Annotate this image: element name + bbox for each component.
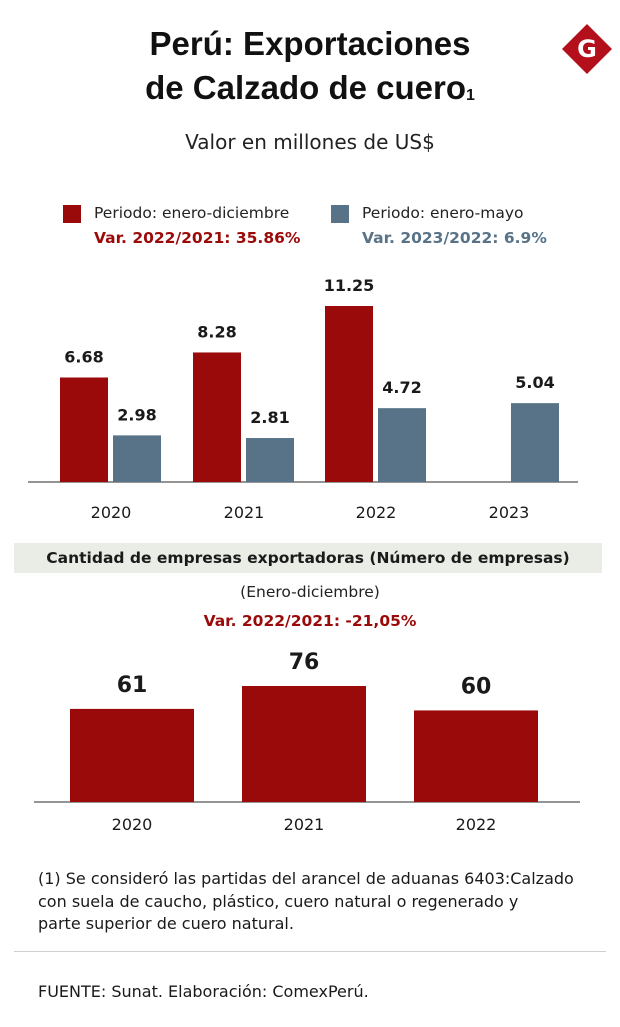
bar-companies-2022: [414, 710, 538, 802]
label-companies-2021: 76: [289, 650, 320, 675]
legend-label-series2: Periodo: enero-mayo: [362, 204, 524, 222]
bar-companies-2020: [70, 708, 194, 802]
x-tick-2022: 2022: [356, 503, 397, 522]
logo-letter: G: [577, 35, 597, 63]
legend-label-series1: Periodo: enero-diciembre: [94, 204, 290, 222]
label-companies-2022: 60: [461, 674, 492, 699]
footnote: (1) Se consideró las partidas del arance…: [38, 868, 588, 936]
chart-title: Perú: Exportaciones de Calzado de cuero1: [0, 22, 620, 110]
title-line-2-text: de Calzado de cuero: [145, 69, 466, 106]
x-tick-2021: 2021: [224, 503, 265, 522]
chart-subtitle: Valor en millones de US$: [185, 130, 435, 154]
companies-count-chart: 61 2020 76 2021 60 2022: [34, 650, 580, 834]
gestion-logo: G: [562, 24, 612, 74]
footnote-line-3: parte superior de cuero natural.: [38, 914, 294, 933]
export-value-chart: 2020 6.68 2.98 2021 8.28 2.81 2022 11.25 4.72 202…: [28, 276, 578, 522]
footnote-line-1: (1) Se consideró las partidas del arance…: [38, 869, 574, 888]
bar-ene-may-2022: [378, 408, 426, 482]
bar-companies-2021: [242, 686, 366, 802]
bar-ene-may-2021: [246, 438, 294, 482]
companies-period-label: (Enero-diciembre): [240, 583, 380, 601]
logo-diamond: [562, 24, 612, 74]
bar-ene-dic-2020: [60, 377, 108, 482]
x-tick-companies-2021: 2021: [284, 815, 325, 834]
bar-ene-may-2020: [113, 435, 161, 482]
footer-divider: [14, 951, 606, 952]
legend-var-series2: Var. 2023/2022: 6.9%: [362, 229, 547, 247]
label-ene-dic-2021: 8.28: [197, 322, 236, 341]
label-ene-may-2022: 4.72: [382, 378, 421, 397]
title-footnote-mark: 1: [466, 87, 475, 104]
legend-var-series1: Var. 2022/2021: 35.86%: [94, 229, 301, 247]
bar-ene-dic-2021: [193, 352, 241, 482]
title-line-1: Perú: Exportaciones: [149, 25, 471, 62]
legend-swatch-blue: [331, 205, 349, 223]
x-tick-companies-2020: 2020: [112, 815, 153, 834]
title-line-2: de Calzado de cuero1: [0, 66, 620, 110]
legend-swatch-red: [63, 205, 81, 223]
label-ene-may-2023: 5.04: [515, 373, 554, 392]
x-tick-2020: 2020: [91, 503, 132, 522]
label-ene-dic-2020: 6.68: [64, 347, 103, 366]
x-tick-companies-2022: 2022: [456, 815, 497, 834]
companies-variation: Var. 2022/2021: -21,05%: [203, 612, 417, 630]
bar-ene-may-2023: [511, 403, 559, 482]
footnote-line-2: con suela de caucho, plástico, cuero nat…: [38, 891, 519, 911]
label-companies-2020: 61: [117, 673, 148, 698]
label-ene-may-2020: 2.98: [117, 405, 156, 424]
label-ene-may-2021: 2.81: [250, 408, 289, 427]
label-ene-dic-2022: 11.25: [324, 276, 375, 295]
companies-section-header: Cantidad de empresas exportadoras (Númer…: [14, 543, 602, 573]
x-tick-2023: 2023: [489, 503, 530, 522]
bar-ene-dic-2022: [325, 306, 373, 482]
source-note: FUENTE: Sunat. Elaboración: ComexPerú.: [38, 982, 369, 1001]
